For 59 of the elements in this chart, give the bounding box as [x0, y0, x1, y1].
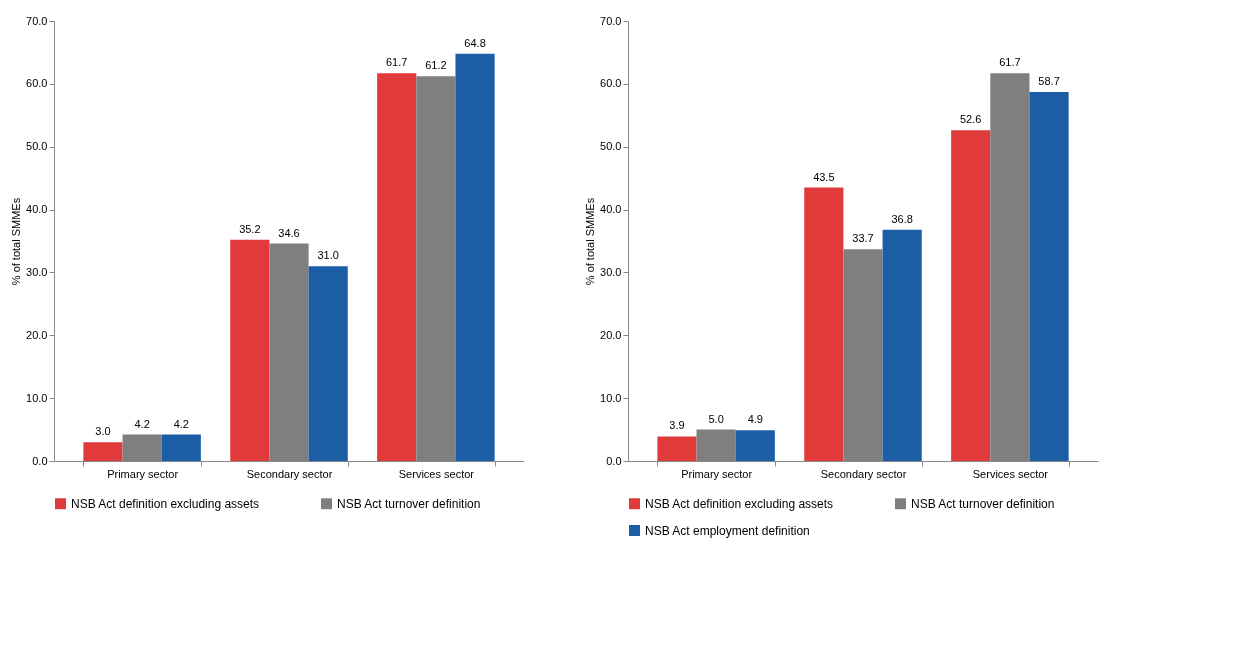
- legend-label: NSB Act turnover definition: [911, 496, 1055, 511]
- data-label: 61.7: [999, 56, 1021, 69]
- legend-label: NSB Act definition excluding assets: [645, 496, 834, 511]
- y-tick-label: 20.0: [26, 328, 48, 341]
- data-label: 31.0: [317, 249, 339, 262]
- y-tick-label: 0.0: [32, 454, 48, 467]
- bar: [455, 53, 495, 461]
- y-tick-label: 10.0: [600, 391, 622, 404]
- data-label: 4.2: [173, 417, 189, 430]
- x-tick-label: Secondary sector: [246, 467, 333, 480]
- data-label: 61.7: [386, 56, 408, 69]
- data-label: 3.0: [95, 425, 111, 438]
- y-tick-label: 40.0: [26, 203, 48, 216]
- y-tick-label: 40.0: [600, 203, 622, 216]
- data-label: 43.5: [813, 170, 835, 183]
- data-label: 5.0: [708, 412, 724, 425]
- y-tick-label: 50.0: [26, 140, 48, 153]
- y-tick-label: 70.0: [26, 14, 48, 27]
- bar: [657, 436, 697, 461]
- data-label: 36.8: [891, 212, 913, 225]
- bar: [83, 442, 123, 461]
- y-tick-label: 0.0: [606, 454, 622, 467]
- bar: [951, 130, 991, 461]
- y-tick-label: 50.0: [600, 140, 622, 153]
- bar: [308, 266, 348, 461]
- x-tick-label: Services sector: [972, 467, 1049, 480]
- y-axis-title: % of total SMMEs: [10, 197, 23, 286]
- data-label: 33.7: [852, 232, 874, 245]
- y-tick-label: 10.0: [26, 391, 48, 404]
- bar: [1029, 92, 1069, 461]
- y-tick-label: 30.0: [26, 265, 48, 278]
- y-tick-label: 60.0: [26, 77, 48, 90]
- x-tick-label: Secondary sector: [820, 467, 907, 480]
- data-label: 3.9: [669, 419, 685, 432]
- y-tick-label: 20.0: [600, 328, 622, 341]
- data-label: 52.6: [960, 113, 982, 126]
- x-tick-label: Primary sector: [681, 467, 753, 480]
- y-tick-label: 30.0: [600, 265, 622, 278]
- legend-label: NSB Act employment definition: [645, 523, 810, 538]
- y-tick-label: 70.0: [600, 14, 622, 27]
- y-tick-label: 60.0: [600, 77, 622, 90]
- data-label: 34.6: [278, 226, 300, 239]
- bar: [735, 430, 775, 461]
- data-label: 64.8: [464, 36, 486, 49]
- bar: [230, 239, 270, 461]
- legend-label: NSB Act definition excluding assets: [71, 496, 260, 511]
- legend-label: NSB Act turnover definition: [337, 496, 481, 511]
- x-tick-label: Services sector: [398, 467, 475, 480]
- bar: [804, 187, 844, 461]
- data-label: 61.2: [425, 59, 447, 72]
- data-label: 4.9: [747, 413, 763, 426]
- bar: [882, 229, 922, 461]
- data-label: 35.2: [239, 222, 261, 235]
- data-label: 4.2: [134, 417, 150, 430]
- y-axis-title: % of total SMMEs: [584, 197, 597, 286]
- data-label: 58.7: [1038, 75, 1060, 88]
- bar: [161, 434, 201, 461]
- x-tick-label: Primary sector: [107, 467, 179, 480]
- bar: [377, 73, 417, 461]
